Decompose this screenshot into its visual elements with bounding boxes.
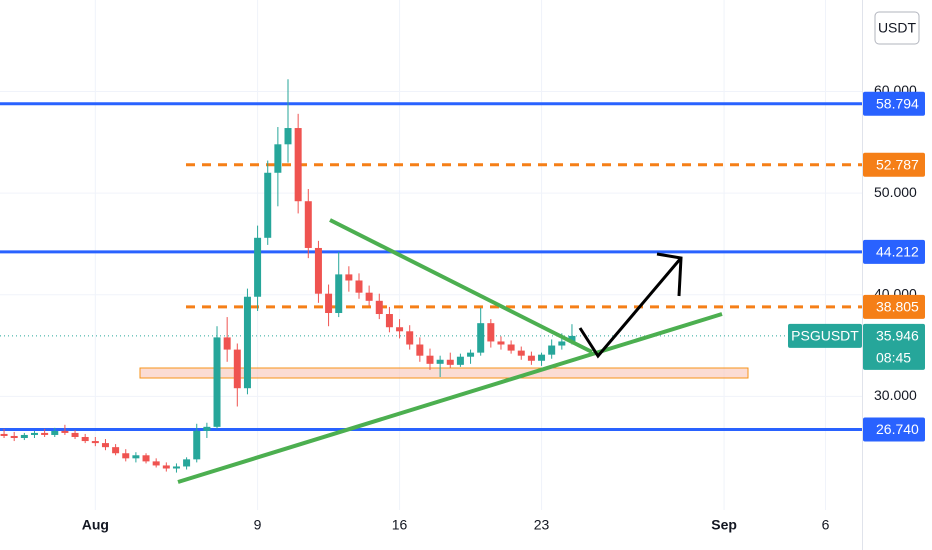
last-price-tag [863, 323, 925, 370]
candle-body [101, 443, 109, 448]
candle-body [538, 354, 546, 361]
price-level-tag [863, 152, 925, 177]
candle-body [385, 314, 393, 328]
candle-body [132, 455, 140, 459]
candle-body [355, 280, 363, 293]
candle-body [517, 350, 525, 356]
candle-body [294, 128, 302, 202]
price-level-label: 58.794 [876, 95, 919, 111]
candle-body [30, 432, 38, 435]
symbol-label: PSGUSDT [791, 328, 859, 344]
forecast-arrow [578, 257, 683, 359]
candle-body [345, 274, 353, 281]
candle-body [487, 323, 495, 342]
candle-body [41, 432, 49, 435]
candle-body [142, 455, 150, 462]
candle-body [365, 292, 373, 301]
candle-body [183, 459, 191, 467]
candle-body [416, 344, 424, 356]
symbol-tag [788, 323, 862, 348]
candle-body [477, 323, 485, 353]
candle-body [527, 355, 535, 361]
candle-body [568, 335, 576, 342]
candle-body [406, 331, 414, 345]
price-level-label: 26.740 [876, 421, 919, 437]
levels-layer [0, 102, 862, 431]
candles-layer [0, 79, 576, 473]
candle-body [203, 426, 211, 431]
candle-body [396, 327, 404, 332]
candle-body [467, 352, 475, 357]
x-tick-label: 6 [822, 517, 830, 533]
y-tick-label: 50.000 [874, 184, 917, 200]
price-level-tag [863, 294, 925, 319]
rising-trendline [177, 312, 723, 484]
candle-body [152, 461, 160, 466]
price-level-tag [863, 417, 925, 442]
price-level-tag [863, 91, 925, 116]
candle-body [558, 341, 566, 346]
candle-body [243, 296, 251, 389]
candle-body [61, 430, 69, 433]
candle-body [112, 447, 120, 454]
last-price-label: 35.946 [876, 328, 919, 344]
currency-box[interactable] [874, 11, 920, 45]
candle-body [254, 237, 262, 297]
candle-body [223, 337, 231, 350]
price-level-tag [863, 239, 925, 264]
candle-body [122, 453, 130, 459]
candle-body [456, 356, 464, 365]
candle-body [314, 247, 322, 294]
candle-body [172, 466, 180, 469]
candle-body [51, 430, 59, 435]
candle-body [507, 344, 515, 351]
candle-body [91, 441, 99, 444]
price-level-label: 52.787 [876, 156, 919, 172]
x-tick-label: Aug [82, 517, 109, 533]
currency-label[interactable]: USDT [878, 20, 917, 36]
candle-body [264, 172, 272, 238]
candle-body [304, 201, 312, 248]
price-level-label: 38.805 [876, 299, 919, 315]
candle-body [10, 435, 18, 439]
support-zone [139, 367, 749, 379]
candle-body [274, 144, 282, 173]
candle-body [193, 430, 201, 460]
candle-body [233, 349, 241, 389]
falling-trendline [329, 218, 593, 354]
x-tick-label: Sep [711, 517, 737, 533]
candle-body [71, 432, 79, 437]
candle-body [497, 341, 505, 345]
x-tick-label: 23 [534, 517, 550, 533]
candle-body [335, 274, 343, 314]
candle-body [81, 436, 89, 442]
candle-body [375, 300, 383, 315]
candle-body [446, 359, 454, 365]
arrow-head [656, 252, 683, 297]
candle-body [162, 465, 170, 469]
x-tick-label: 9 [254, 517, 262, 533]
candle-body [20, 434, 28, 439]
candle-body [0, 433, 8, 436]
candle-body [284, 128, 292, 145]
candle-body [548, 345, 556, 355]
candle-body [436, 359, 444, 364]
candle-body [426, 355, 434, 364]
x-tick-label: 16 [392, 517, 408, 533]
candle-body [213, 337, 221, 427]
countdown-label: 08:45 [876, 350, 911, 366]
y-tick-label: 30.000 [874, 387, 917, 403]
price-level-label: 44.212 [876, 244, 919, 260]
candle-body [325, 293, 333, 314]
